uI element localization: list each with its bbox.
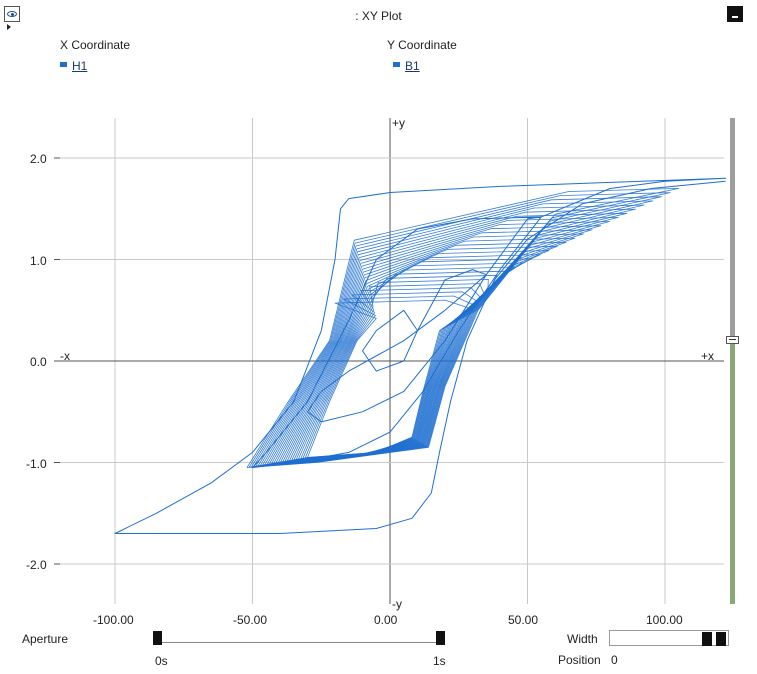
curve-loop [273, 237, 576, 464]
curve-loop [275, 241, 567, 464]
neg-y-label: -y [392, 597, 402, 611]
curve-loop [246, 188, 680, 468]
y-signal-link[interactable]: B1 [405, 59, 420, 73]
aperture-start-label: 0s [155, 654, 168, 668]
y-tick-label: 1.0 [30, 254, 47, 268]
curve-loop [251, 196, 662, 468]
x-tick-label: 100.00 [646, 613, 683, 627]
x-tick-label: 0.00 [374, 613, 398, 627]
curve-loop [271, 233, 584, 464]
aperture-start-handle[interactable] [153, 631, 162, 645]
curve-loop [293, 274, 498, 461]
curve-loop [284, 258, 532, 462]
y-scroll-lower[interactable] [730, 344, 735, 604]
eye-icon [7, 11, 17, 17]
menu-icon[interactable] [4, 6, 20, 22]
y-tick-label: -2.0 [26, 558, 47, 572]
y-tick-label: 2.0 [30, 152, 47, 166]
neg-x-label: -x [60, 349, 70, 363]
y-coordinate-heading: Y Coordinate [387, 38, 457, 52]
curve-loop [295, 279, 489, 460]
aperture-end-handle[interactable] [436, 631, 445, 645]
aperture-label: Aperture [22, 632, 69, 646]
pos-y-label: +y [392, 116, 406, 130]
plot-ticks [54, 157, 60, 565]
minimize-button[interactable] [727, 6, 743, 22]
y-signal-swatch [393, 62, 400, 67]
hysteresis-curve [114, 177, 726, 534]
curve-loop [260, 212, 628, 466]
position-value: 0 [611, 653, 618, 667]
y-scroll-upper[interactable] [730, 118, 735, 336]
curve-loop [304, 295, 476, 459]
curve-series [114, 177, 726, 534]
curve-loop [298, 283, 486, 460]
width-handle-left[interactable] [702, 632, 712, 646]
plot-grid [60, 118, 724, 604]
y-tick-label: -1.0 [26, 457, 47, 471]
y-scroll-handle[interactable] [726, 336, 739, 344]
curve-loop [269, 229, 593, 465]
pos-x-label: +x [701, 349, 715, 363]
curve-loop [266, 225, 602, 465]
x-signal-swatch [60, 62, 67, 67]
x-tick-label: -50.00 [233, 613, 268, 627]
aperture-end-label: 1s [433, 654, 446, 668]
width-slider[interactable] [609, 630, 729, 646]
curve-loop [248, 192, 671, 468]
curve-loop [278, 245, 558, 463]
width-handle-right[interactable] [716, 632, 726, 646]
curve-loop [286, 262, 524, 462]
expand-arrow-icon[interactable] [7, 24, 11, 30]
x-coordinate-heading: X Coordinate [60, 38, 131, 52]
window-title: : XY Plot [355, 9, 402, 23]
curve-loop [257, 208, 636, 467]
width-label: Width [567, 632, 598, 646]
x-signal-link[interactable]: H1 [72, 59, 88, 73]
x-tick-label: 50.00 [508, 613, 539, 627]
position-label: Position [558, 653, 601, 667]
x-tick-label: -100.00 [93, 613, 134, 627]
y-tick-label: 0.0 [30, 355, 47, 369]
aperture-track[interactable] [157, 642, 444, 643]
curve-loop [302, 291, 479, 459]
